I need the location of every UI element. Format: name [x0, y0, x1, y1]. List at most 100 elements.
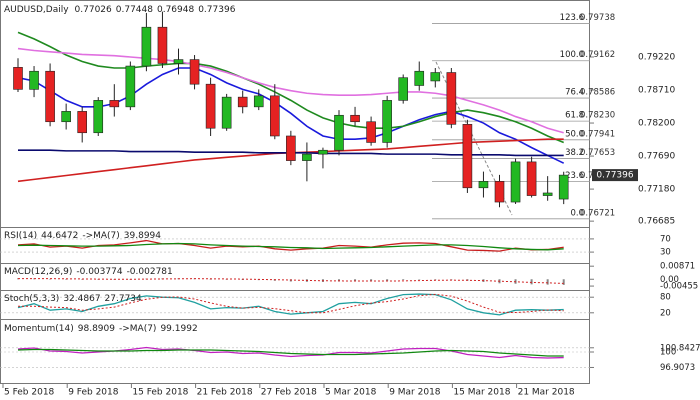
- header-value: 0.76948: [157, 5, 194, 15]
- histogram-bar: [530, 279, 533, 285]
- y-tick-label: 0.79220: [638, 52, 675, 62]
- indicator-line: [17, 348, 564, 357]
- moving-average: [17, 67, 565, 164]
- plot-frame: [0, 0, 590, 384]
- indicator-label: MACD(12,26,9) -0.003774 -0.002781: [4, 267, 173, 277]
- indicator-line: [17, 293, 564, 316]
- candle-body: [382, 100, 392, 143]
- moving-average: [17, 31, 564, 144]
- x-tick-label: 9 Mar 2018: [389, 388, 441, 398]
- candle-body: [269, 95, 280, 137]
- candle-body: [109, 100, 120, 108]
- histogram-bar: [402, 279, 405, 280]
- last-price-box: [592, 169, 638, 182]
- candle-body: [29, 70, 39, 90]
- fib-price: 0.76721: [580, 208, 615, 218]
- indicator-tick-label: 100: [660, 348, 676, 358]
- y-tick-label: 0.78200: [638, 119, 675, 129]
- header-value: AUDUSD,Daily: [4, 5, 69, 15]
- candle-body: [366, 121, 376, 143]
- indicator-line: [18, 278, 564, 284]
- x-tick-label: 21 Mar 2018: [518, 388, 575, 398]
- x-tick-label: 9 Feb 2018: [68, 388, 119, 398]
- candle-body: [478, 181, 489, 189]
- fib-price: 0.77941: [580, 129, 615, 139]
- candle-body: [494, 181, 505, 203]
- histogram-bar: [65, 279, 68, 280]
- indicator-value: 39.8994: [124, 231, 161, 241]
- candle-body: [318, 149, 328, 155]
- indicator-value: 44.6472: [41, 231, 78, 241]
- fib-ratio: 23.6: [565, 171, 584, 181]
- candle-body: [398, 77, 409, 101]
- fib-ratio: 123.6: [560, 13, 584, 23]
- fib-price: 0.79162: [580, 50, 615, 60]
- fib-ratio: 0.0: [570, 208, 584, 218]
- fib-price: 0.77653: [580, 148, 615, 158]
- indicator-label: RSI(14) 44.6472 ->MA(7) 39.8994: [4, 231, 161, 241]
- histogram-bar: [434, 279, 437, 280]
- candle-body: [414, 70, 425, 86]
- histogram-bar: [209, 279, 212, 280]
- candle-body: [13, 67, 23, 90]
- histogram-bar: [386, 279, 389, 281]
- histogram-bar: [450, 279, 453, 280]
- indicator-name: MACD(12,26,9): [4, 267, 72, 277]
- candle-body: [334, 114, 344, 151]
- candle-body: [462, 124, 473, 189]
- fib-price: 0.78586: [580, 88, 615, 98]
- indicator-line: [17, 346, 564, 359]
- histogram-bar: [338, 279, 340, 282]
- candle-body: [141, 26, 152, 67]
- histogram-bar: [562, 279, 565, 285]
- candle-body: [526, 161, 537, 196]
- indicator-value: 27.7734: [105, 294, 142, 304]
- indicator-line: [17, 242, 564, 251]
- indicator-name: RSI(14): [4, 231, 37, 241]
- indicator-signal-name: ->MA(7): [119, 324, 156, 334]
- histogram-bar: [546, 279, 549, 285]
- histogram-bar: [49, 278, 52, 280]
- x-tick-label: 15 Mar 2018: [453, 388, 510, 398]
- indicator-value: 98.8909: [78, 324, 115, 334]
- indicator-line: [18, 293, 564, 314]
- x-tick-label: 27 Feb 2018: [261, 388, 317, 398]
- header-value: 0.77396: [198, 5, 235, 15]
- indicator-tick-label: 96.9073: [660, 363, 695, 373]
- indicator-value: 99.1992: [160, 324, 197, 334]
- candle-body: [302, 153, 312, 161]
- indicator-tick-label: 100.8427: [660, 343, 700, 353]
- candle-body: [205, 83, 216, 129]
- y-tick-label: 0.76685: [638, 217, 675, 227]
- fib-ratio: 61.8: [565, 111, 584, 121]
- indicator-tick-label: 70: [660, 234, 671, 244]
- x-tick-label: 21 Feb 2018: [197, 388, 253, 398]
- candle-body: [430, 72, 441, 82]
- fib-ratio: 100.0: [560, 50, 584, 60]
- candle-body: [446, 72, 457, 125]
- candle-body: [173, 59, 184, 64]
- x-tick-label: 5 Mar 2018: [325, 388, 377, 398]
- indicator-tick-label: 80: [660, 293, 671, 303]
- candle-body: [61, 111, 71, 123]
- fib-ratio: 76.4: [565, 88, 584, 98]
- histogram-bar: [225, 279, 228, 280]
- histogram-bar: [81, 279, 84, 280]
- candle-body: [189, 59, 200, 85]
- candle-body: [558, 174, 569, 200]
- candle-body: [350, 114, 360, 123]
- x-tick-label: 15 Feb 2018: [132, 388, 188, 398]
- candle-body: [157, 26, 168, 64]
- candle-body: [286, 135, 296, 161]
- histogram-bar: [370, 279, 373, 282]
- indicator-tick-label: 0.00871: [660, 262, 695, 272]
- last-price: 0.77396: [596, 171, 633, 181]
- indicator-signal-name: ->MA(7): [82, 231, 119, 241]
- histogram-bar: [354, 279, 357, 282]
- candle-body: [125, 65, 136, 108]
- candle-body: [45, 70, 55, 123]
- candle-body: [237, 96, 248, 108]
- indicator-label: Stoch(5,3,3) 32.4867 27.7734: [4, 294, 142, 304]
